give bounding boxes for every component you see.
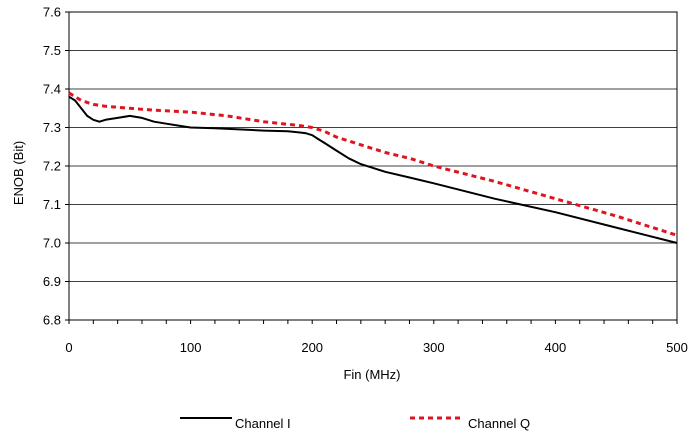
gridlines (69, 50, 677, 282)
y-tick-label: 6.9 (43, 274, 61, 289)
series-line-channel-q (68, 91, 678, 237)
tick-labels: 6.8 6.9 7.0 7.1 7.2 7.3 7.4 7.5 7.6 0 100 200 300 400… (43, 5, 688, 356)
x-tick-label: 500 (666, 340, 688, 355)
y-axis-title: ENOB (Bit) (11, 141, 26, 205)
y-tick-label: 7.6 (43, 5, 61, 20)
y-tick-label: 6.8 (43, 313, 61, 328)
x-tick-label: 400 (545, 340, 567, 355)
x-tick-label: 300 (423, 340, 445, 355)
series-line-channel-i (68, 95, 678, 244)
x-tick-label: 200 (301, 340, 323, 355)
y-tick-label: 7.3 (43, 120, 61, 135)
y-tick-label: 7.2 (43, 159, 61, 174)
x-axis-title: Fin (MHz) (343, 367, 400, 382)
y-tick-label: 7.5 (43, 43, 61, 58)
legend: Channel I Channel Q (180, 416, 530, 431)
x-tick-label: 0 (65, 340, 72, 355)
y-tick-label: 7.1 (43, 197, 61, 212)
legend-label-channel-i: Channel I (235, 416, 291, 431)
axes (65, 11, 678, 324)
x-tick-label: 100 (180, 340, 202, 355)
series-lines (68, 91, 678, 244)
y-tick-label: 7.0 (43, 236, 61, 251)
legend-label-channel-q: Channel Q (468, 416, 530, 431)
y-tick-label: 7.4 (43, 82, 61, 97)
